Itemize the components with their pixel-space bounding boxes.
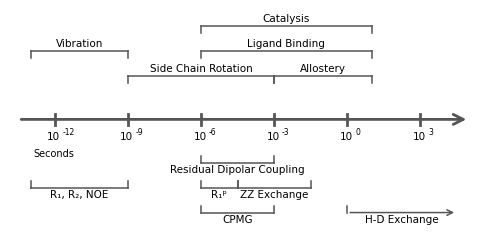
- Text: Allostery: Allostery: [300, 64, 346, 74]
- Text: Residual Dipolar Coupling: Residual Dipolar Coupling: [171, 165, 305, 175]
- Text: 10: 10: [120, 133, 133, 142]
- Text: Catalysis: Catalysis: [263, 14, 310, 24]
- Text: ZZ Exchange: ZZ Exchange: [240, 190, 308, 200]
- Text: 10: 10: [413, 133, 426, 142]
- Text: 10: 10: [194, 133, 206, 142]
- Text: Vibration: Vibration: [56, 39, 103, 49]
- Text: H-D Exchange: H-D Exchange: [366, 215, 439, 225]
- Text: R₁ᵖ: R₁ᵖ: [212, 190, 227, 200]
- Text: 3: 3: [428, 128, 433, 137]
- Text: Seconds: Seconds: [33, 149, 74, 159]
- Text: CPMG: CPMG: [222, 215, 253, 225]
- Text: -6: -6: [209, 128, 217, 137]
- Text: 10: 10: [340, 133, 353, 142]
- Text: 0: 0: [355, 128, 360, 137]
- Text: R₁, R₂, NOE: R₁, R₂, NOE: [50, 190, 108, 200]
- Text: Ligand Binding: Ligand Binding: [247, 39, 325, 49]
- Text: 10: 10: [47, 133, 60, 142]
- Text: -12: -12: [63, 128, 75, 137]
- Text: Side Chain Rotation: Side Chain Rotation: [150, 64, 252, 74]
- Text: -3: -3: [282, 128, 290, 137]
- Text: 10: 10: [267, 133, 280, 142]
- Text: -9: -9: [136, 128, 144, 137]
